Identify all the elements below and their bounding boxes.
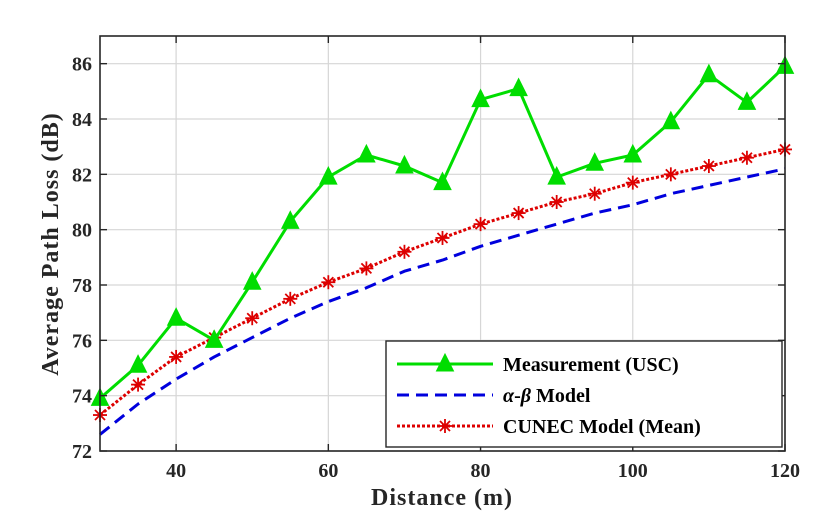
cunec-point (739, 150, 754, 165)
measurement-point (699, 63, 719, 83)
legend: Measurement (USC) α-β Model CUNEC Model … (385, 340, 783, 448)
cunec-point (321, 275, 336, 290)
x-tick-label: 40 (166, 460, 186, 482)
series-group (90, 55, 795, 436)
legend-box (385, 340, 783, 448)
measurement-point (509, 77, 528, 97)
measurement-point (623, 143, 643, 163)
cunec-point (473, 217, 488, 232)
measurement-point (661, 110, 681, 130)
x-tick-label: 80 (471, 460, 491, 482)
measurement-point (395, 154, 414, 174)
cunec-point (549, 195, 564, 209)
y-tick-label: 80 (72, 220, 92, 242)
legend-marker-cunec (438, 419, 452, 433)
cunec-point (587, 186, 602, 201)
y-tick-label: 86 (72, 54, 92, 76)
x-tick-label: 100 (618, 460, 648, 482)
legend-label-cunec: CUNEC Model (Mean) (503, 416, 701, 438)
measurement-point (737, 91, 757, 110)
cunec-point (511, 206, 526, 221)
legend-marker-measurement (435, 352, 455, 372)
y-axis-label: Average Path Loss (dB) (38, 112, 64, 376)
y-tick-label: 82 (72, 164, 92, 186)
measurement-point (204, 329, 224, 348)
measurement-point (319, 165, 338, 185)
measurement-point (585, 152, 605, 171)
y-tick-label: 74 (72, 386, 92, 408)
series-line-1 (99, 167, 786, 436)
y-tick-label: 84 (72, 109, 92, 131)
cunec-point (397, 244, 412, 259)
measurement-point (280, 210, 300, 229)
x-tick-label: 120 (770, 460, 800, 482)
cunec-point (131, 377, 146, 392)
tick-labels: 40 60 80 100 120 72 74 76 78 80 82 84 86 (72, 54, 800, 482)
plot-border (99, 35, 786, 452)
x-axis-label: Distance (m) (371, 485, 513, 511)
x-tick-label: 60 (318, 460, 338, 482)
measurement-point (433, 171, 452, 191)
cunec-point (283, 291, 298, 306)
cunec-point (625, 175, 640, 190)
cunec-point (701, 159, 716, 174)
measurement-point (471, 88, 490, 108)
y-tick-label: 72 (72, 441, 92, 463)
cunec-point (169, 349, 184, 364)
cunec-point (359, 261, 374, 276)
measurement-point (547, 165, 566, 185)
cunec-point (435, 230, 450, 245)
measurement-point (128, 354, 148, 373)
y-tick-label: 76 (72, 330, 92, 352)
measurement-point (242, 271, 262, 290)
y-tick-label: 78 (72, 275, 92, 297)
legend-label-measurement: Measurement (USC) (503, 354, 679, 376)
measurement-point (357, 143, 376, 163)
measurement-point (166, 307, 186, 326)
cunec-point (663, 167, 678, 182)
cunec-point (245, 311, 260, 326)
legend-label-alpha-beta: α-β Model (503, 385, 591, 407)
